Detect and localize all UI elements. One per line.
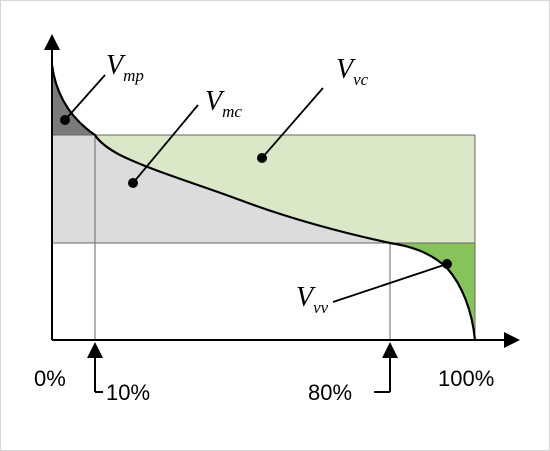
- region-mp: [52, 65, 95, 135]
- leader-mc: [132, 104, 199, 184]
- leader-vv: [332, 263, 448, 303]
- tick-label-0: 0%: [34, 366, 66, 391]
- leader-vc: [261, 87, 324, 159]
- tick-label-100: 100%: [438, 366, 494, 391]
- label-vmp: Vmp: [106, 50, 144, 85]
- tick-label-80: 80%: [308, 380, 352, 405]
- label-vvv: Vvv: [296, 282, 329, 317]
- label-vvc: Vvc: [336, 54, 369, 89]
- region-mc: [52, 135, 390, 243]
- label-vmc: Vmc: [205, 86, 242, 121]
- region-vv: [390, 243, 475, 340]
- grid-lines: [52, 134, 476, 340]
- tick-label-10: 10%: [106, 380, 150, 405]
- leader-mp: [64, 74, 106, 121]
- region-vc: [95, 135, 475, 243]
